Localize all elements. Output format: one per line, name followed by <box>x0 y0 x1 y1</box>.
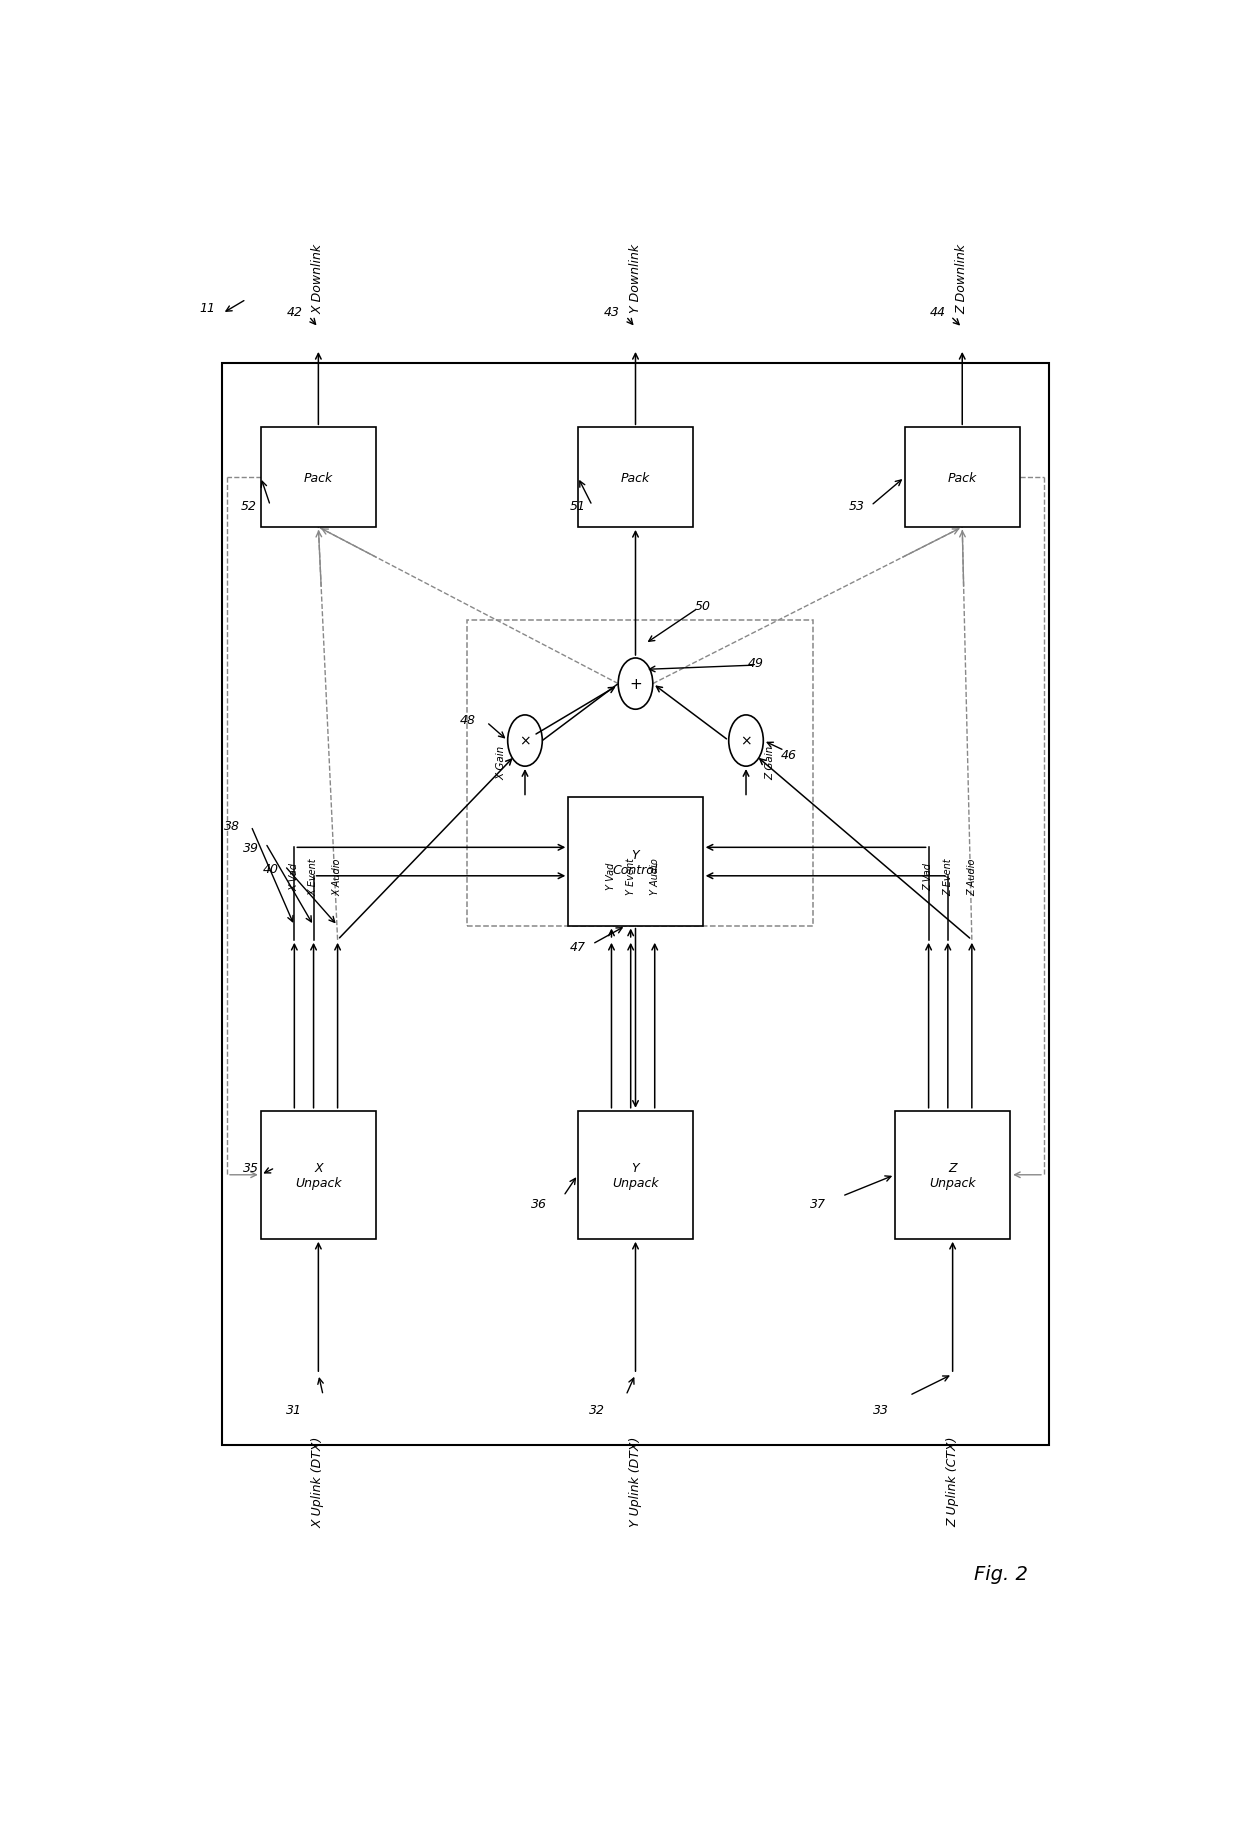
Text: 50: 50 <box>694 599 711 612</box>
Text: 31: 31 <box>286 1403 303 1416</box>
Text: X Event: X Event <box>309 857 319 894</box>
Circle shape <box>507 715 542 767</box>
Text: 40: 40 <box>263 863 278 876</box>
Text: ×: × <box>520 734 531 748</box>
Text: Y
Control: Y Control <box>613 848 658 876</box>
Text: Z Audio: Z Audio <box>967 857 977 894</box>
Text: Z Vad: Z Vad <box>924 863 934 891</box>
Text: 48: 48 <box>459 713 475 726</box>
Bar <box>905 429 1021 529</box>
Text: +: + <box>629 676 642 691</box>
Text: Z Uplink (CTX): Z Uplink (CTX) <box>946 1436 959 1526</box>
Bar <box>260 1111 376 1240</box>
Text: Pack: Pack <box>621 471 650 484</box>
Bar <box>260 429 376 529</box>
Text: 49: 49 <box>748 656 764 669</box>
Text: 51: 51 <box>570 499 585 514</box>
Circle shape <box>619 658 652 710</box>
Text: Z Gain: Z Gain <box>765 745 775 780</box>
Bar <box>568 798 703 926</box>
Text: Pack: Pack <box>304 471 334 484</box>
Text: Y Downlink: Y Downlink <box>629 244 642 312</box>
Text: Z
Unpack: Z Unpack <box>929 1161 976 1188</box>
Text: 52: 52 <box>241 499 257 514</box>
Text: Y Audio: Y Audio <box>650 857 660 894</box>
Bar <box>578 1111 693 1240</box>
Bar <box>222 364 1049 1445</box>
Text: X
Unpack: X Unpack <box>295 1161 342 1188</box>
Text: 38: 38 <box>224 821 239 833</box>
Text: 39: 39 <box>243 841 259 854</box>
Text: 32: 32 <box>589 1403 605 1416</box>
Text: X Uplink (DTX): X Uplink (DTX) <box>312 1436 325 1526</box>
Text: Z Event: Z Event <box>942 857 952 894</box>
Bar <box>895 1111 1011 1240</box>
Text: 37: 37 <box>810 1198 826 1210</box>
Text: Z Downlink: Z Downlink <box>956 244 968 314</box>
Text: Y
Unpack: Y Unpack <box>613 1161 658 1188</box>
Text: 35: 35 <box>243 1162 259 1175</box>
Text: 43: 43 <box>604 307 620 320</box>
Text: Fig. 2: Fig. 2 <box>973 1563 1028 1584</box>
Text: 47: 47 <box>570 941 585 954</box>
Bar <box>578 429 693 529</box>
Text: Pack: Pack <box>947 471 977 484</box>
Circle shape <box>729 715 764 767</box>
Text: ×: × <box>740 734 751 748</box>
Text: 11: 11 <box>200 301 216 314</box>
Bar <box>467 621 813 926</box>
Text: 44: 44 <box>930 307 946 320</box>
Text: X Gain: X Gain <box>496 745 506 780</box>
Text: 33: 33 <box>873 1403 889 1416</box>
Text: Y Vad: Y Vad <box>606 863 616 891</box>
Text: X Vad: X Vad <box>289 863 299 891</box>
Text: 53: 53 <box>848 499 864 514</box>
Text: X Audio: X Audio <box>332 857 342 894</box>
Text: Y Uplink (DTX): Y Uplink (DTX) <box>629 1436 642 1526</box>
Text: 42: 42 <box>286 307 303 320</box>
Text: Y Event: Y Event <box>626 857 636 894</box>
Text: 36: 36 <box>532 1198 547 1210</box>
Text: X Downlink: X Downlink <box>312 244 325 314</box>
Text: 46: 46 <box>781 748 797 761</box>
